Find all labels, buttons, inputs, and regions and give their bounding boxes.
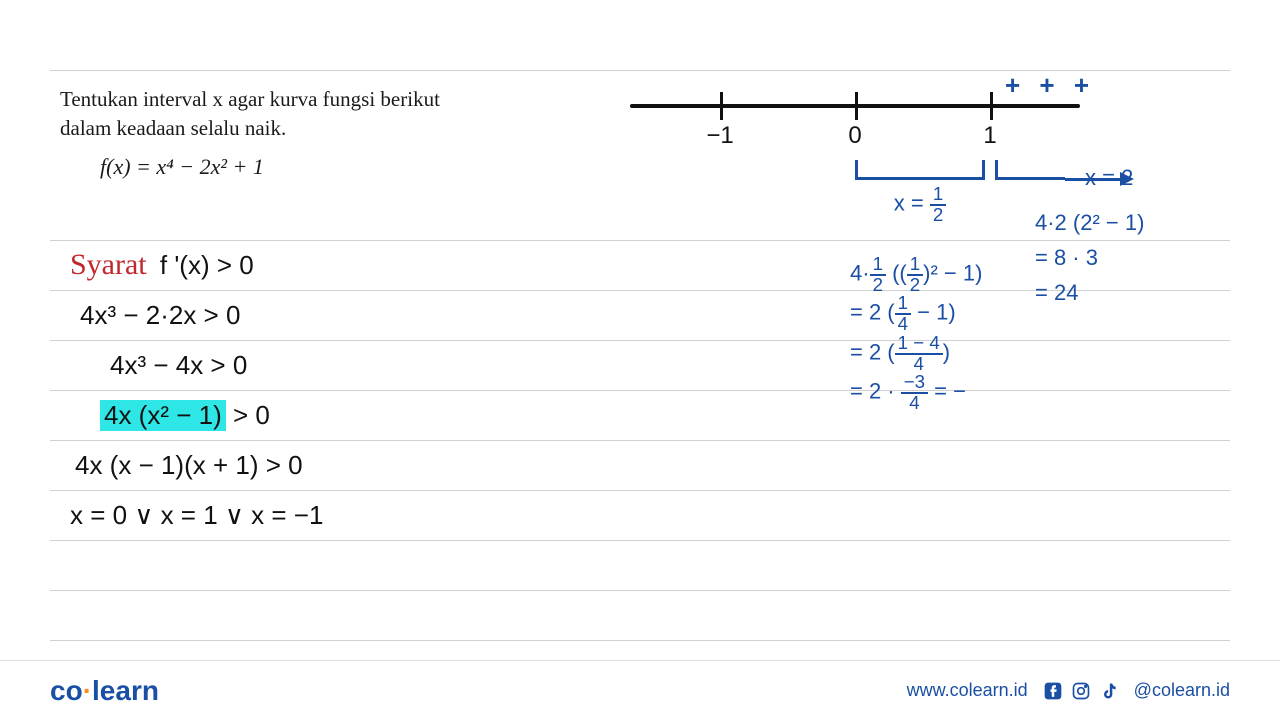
bracket-2	[995, 160, 1065, 180]
problem-statement: Tentukan interval x agar kurva fungsi be…	[60, 85, 520, 183]
number-line-diagram: + + + −1 0 1 x = 12 x = 2 4·12 ((12)² − …	[610, 60, 1170, 500]
facebook-icon	[1042, 680, 1064, 702]
step-4-highlight: 4x (x² − 1)	[100, 400, 226, 431]
step-1: f '(x) > 0	[160, 250, 254, 280]
calc-two-1: 4·2 (2² − 1)	[1035, 205, 1144, 240]
tick-label-1: 1	[983, 122, 996, 150]
logo: co·learn	[50, 675, 159, 707]
bracket-half	[855, 160, 985, 180]
footer: co·learn www.colearn.id @colearn.id	[0, 660, 1280, 720]
footer-handle: @colearn.id	[1134, 680, 1230, 701]
problem-line2: dalam keadaan selalu naik.	[60, 114, 520, 143]
tick-1	[990, 92, 993, 120]
syarat-label: Syarat	[70, 248, 147, 281]
bracket-half-label: x = 12	[865, 185, 975, 224]
logo-learn: learn	[92, 675, 159, 706]
arrow-2-label: x = 2	[1085, 165, 1133, 191]
problem-function: f(x) = x⁴ − 2x² + 1	[100, 152, 520, 183]
tick-0	[855, 92, 858, 120]
logo-co: co	[50, 675, 83, 706]
step-6: x = 0 ∨ x = 1 ∨ x = −1	[70, 490, 323, 540]
tick-label-0: 0	[848, 122, 861, 150]
calc-half-3: = 2 (1 − 44)	[850, 334, 1050, 373]
step-5: 4x (x − 1)(x + 1) > 0	[75, 440, 323, 490]
footer-url: www.colearn.id	[907, 680, 1028, 701]
tick-label-neg1: −1	[706, 122, 733, 150]
tiktok-icon	[1098, 680, 1120, 702]
calc-half-2: = 2 (14 − 1)	[850, 294, 1050, 333]
step-2: 4x³ − 2·2x > 0	[80, 290, 323, 340]
problem-line1: Tentukan interval x agar kurva fungsi be…	[60, 85, 520, 114]
calc-half-1: 4·12 ((12)² − 1)	[850, 255, 1050, 294]
calc-half-4: = 2 · −34 = −	[850, 373, 1050, 412]
calc-two-2: = 8 · 3	[1035, 240, 1144, 275]
calc-half: 4·12 ((12)² − 1) = 2 (14 − 1) = 2 (1 − 4…	[850, 255, 1050, 413]
step-3: 4x³ − 4x > 0	[110, 340, 323, 390]
instagram-icon	[1070, 680, 1092, 702]
plus-signs: + + +	[1005, 70, 1095, 101]
tick-neg1	[720, 92, 723, 120]
step-4b: > 0	[226, 400, 270, 430]
footer-right: www.colearn.id @colearn.id	[907, 680, 1230, 702]
calc-two-3: = 24	[1035, 275, 1144, 310]
logo-dot-icon: ·	[83, 675, 92, 706]
calc-two: 4·2 (2² − 1) = 8 · 3 = 24	[1035, 205, 1144, 311]
social-icons	[1042, 680, 1120, 702]
solving-steps: Syarat f '(x) > 0 4x³ − 2·2x > 0 4x³ − 4…	[70, 240, 323, 540]
